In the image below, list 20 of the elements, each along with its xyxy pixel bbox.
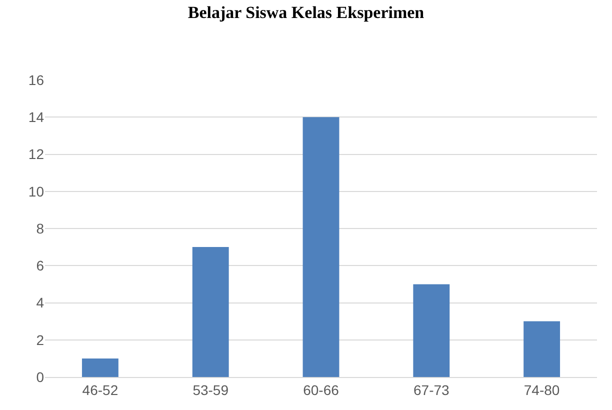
x-tick-label: 46-52 <box>82 382 118 398</box>
y-tick-label: 14 <box>28 109 44 126</box>
x-tick-label: 60-66 <box>303 382 340 398</box>
y-tick-label: 10 <box>28 183 44 200</box>
bar <box>82 358 118 377</box>
y-tick-label: 6 <box>36 258 44 274</box>
x-tick-label: 74-80 <box>524 382 560 398</box>
y-tick-label: 4 <box>36 294 44 311</box>
bar <box>192 247 229 377</box>
x-tick-label: 53-59 <box>192 382 229 398</box>
bar <box>413 284 450 377</box>
chart-title: Belajar Siswa Kelas Eksperimen <box>188 3 425 22</box>
bar <box>524 321 560 377</box>
y-tick-label: 2 <box>36 332 44 348</box>
y-tick-label: 8 <box>36 220 44 236</box>
x-tick-label: 67-73 <box>413 382 450 398</box>
y-tick-label: 12 <box>28 146 44 162</box>
bar <box>302 117 340 377</box>
y-tick-label: 16 <box>28 72 44 88</box>
y-tick-label: 0 <box>36 368 44 385</box>
